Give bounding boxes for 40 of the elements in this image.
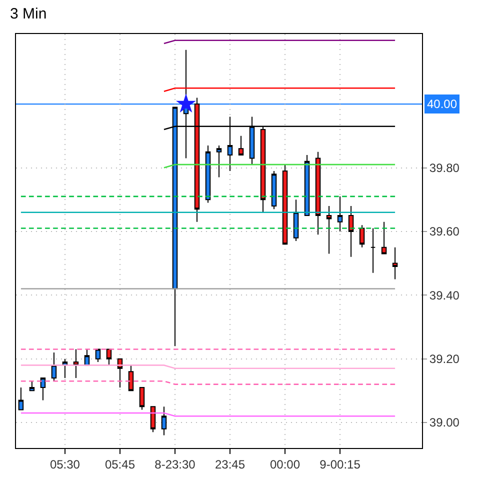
chart-title: 3 Min: [10, 6, 47, 22]
candlestick: [392, 246, 398, 280]
x-tick-label: 23:45: [214, 457, 246, 472]
y-tick-label: 39.20: [429, 352, 460, 366]
candlestick: [326, 205, 332, 254]
candlestick: [370, 228, 376, 274]
candlestick: [216, 144, 222, 178]
candlestick: [117, 358, 123, 388]
ref-line-label: 40.00: [427, 97, 458, 111]
candlestick: [73, 348, 79, 378]
candlestick: [359, 224, 365, 248]
candlestick: [293, 199, 299, 242]
candlestick: [282, 164, 288, 245]
candlestick: [128, 364, 134, 392]
candlestick: [304, 154, 310, 216]
candlestick: [150, 406, 156, 433]
x-tick-label: 00:00: [270, 457, 300, 472]
candlestick: [40, 377, 46, 401]
candlestick: [139, 386, 145, 410]
candlestick: [29, 380, 35, 392]
candlestick: [95, 348, 101, 363]
y-tick-label: 39.00: [429, 416, 460, 430]
candlestick: [315, 151, 321, 236]
candlestick: [205, 144, 211, 204]
candlestick: [348, 205, 354, 258]
candlestick: [271, 170, 277, 210]
candlestick: [51, 352, 57, 382]
x-tick-label: 05:30: [50, 457, 80, 472]
candlestick: [381, 221, 387, 254]
candlestick: [337, 196, 343, 232]
y-tick-label: 39.40: [429, 288, 460, 302]
candlestick: [238, 135, 244, 156]
x-tick-label: 05:45: [104, 457, 136, 472]
y-tick-label: 39.60: [429, 224, 460, 239]
y-tick-label: 39.80: [429, 160, 460, 175]
candlestick: [106, 348, 112, 366]
x-tick-label: 9-00:15: [320, 457, 361, 472]
candlestick: [161, 406, 167, 436]
x-tick-label: 8-23:30: [154, 457, 196, 472]
candlestick: [18, 386, 24, 410]
